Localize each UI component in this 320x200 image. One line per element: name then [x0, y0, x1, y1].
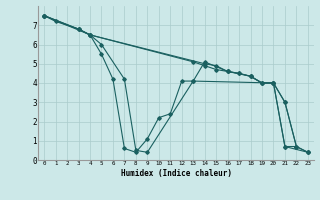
X-axis label: Humidex (Indice chaleur): Humidex (Indice chaleur) — [121, 169, 231, 178]
